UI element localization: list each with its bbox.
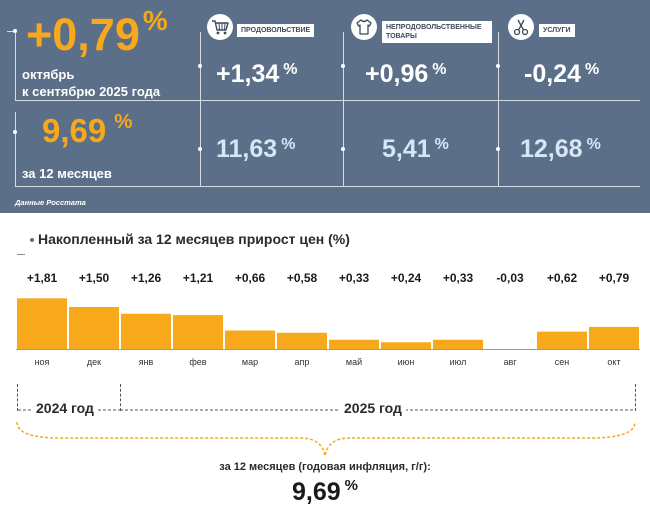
data-label-окт: +0,79 — [599, 271, 630, 285]
bar-май — [329, 339, 379, 349]
bar-июн — [381, 342, 431, 349]
data-label-ноя: +1,81 — [27, 271, 58, 285]
tick-label-дек: дек — [87, 357, 101, 367]
bar-мар — [225, 330, 275, 349]
bullet-dot — [496, 64, 500, 68]
bar-янв — [121, 313, 171, 349]
divider-line — [17, 254, 25, 255]
source-note: Данные Росстата — [15, 198, 86, 207]
bar-chart: +1,81 ноя +1,50 дек +1,26 янв +1,21 фев +0,66 мар… — [16, 271, 640, 367]
chart-title: Накопленный за 12 месяцев прирост цен (%… — [38, 231, 350, 247]
scissors-icon — [508, 14, 534, 40]
divider-line — [200, 100, 640, 101]
bracket-line — [635, 384, 636, 411]
tick-label-июл: июл — [450, 357, 467, 367]
tick-label-мар: мар — [242, 357, 258, 367]
data-label-май: +0,33 — [339, 271, 370, 285]
divider-line — [15, 100, 200, 101]
bullet-dot — [13, 29, 17, 33]
bullet-dot — [341, 64, 345, 68]
divider-line — [15, 31, 16, 100]
bar-фев — [173, 315, 223, 349]
food-annual-value: 11,63% — [216, 135, 296, 163]
clothing-icon — [351, 14, 377, 40]
nonfood-annual-value: 5,41% — [382, 135, 449, 163]
tick-label-ноя: ноя — [35, 357, 50, 367]
category-label-services: УСЛУГИ — [539, 24, 575, 37]
bar-окт — [589, 326, 639, 349]
year-label-2025: 2025 год — [340, 400, 406, 416]
bullet-dot — [341, 147, 345, 151]
shopping-cart-icon — [207, 14, 233, 40]
monthly-inflation-value: +0,79% — [26, 5, 168, 60]
divider-line — [200, 32, 201, 186]
tick-label-май: май — [346, 357, 362, 367]
divider-line — [7, 31, 16, 32]
bar-июл — [433, 339, 483, 349]
tick-label-сен: сен — [555, 357, 570, 367]
bullet-dot — [198, 64, 202, 68]
data-label-дек: +1,50 — [79, 271, 110, 285]
annual-inflation-footer-label: за 12 месяцев (годовая инфляция, г/г): — [219, 461, 431, 473]
bullet-dot — [30, 238, 34, 242]
data-label-апр: +0,58 — [287, 271, 318, 285]
annual-inflation-value: 9,69% — [42, 110, 133, 149]
bullet-dot — [13, 130, 17, 134]
divider-line — [200, 186, 640, 187]
divider-line — [343, 32, 344, 186]
tick-label-янв: янв — [139, 357, 154, 367]
data-label-июн: +0,24 — [391, 271, 422, 285]
tick-label-июн: июн — [398, 357, 415, 367]
category-label-food: ПРОДОВОЛЬСТВИЕ — [237, 24, 315, 37]
bar-апр — [277, 332, 327, 349]
services-monthly-value: -0,24% — [524, 60, 600, 88]
bracket-line — [120, 384, 121, 411]
services-annual-value: 12,68% — [520, 135, 601, 163]
bracket-line — [17, 384, 18, 411]
divider-line — [15, 186, 200, 187]
data-label-янв: +1,26 — [131, 271, 162, 285]
divider-line — [498, 32, 499, 186]
food-monthly-value: +1,34% — [216, 60, 298, 88]
bullet-dot — [496, 147, 500, 151]
tick-label-окт: окт — [607, 357, 620, 367]
tick-label-авг: авг — [503, 357, 517, 367]
data-label-мар: +0,66 — [235, 271, 266, 285]
year-label-2024: 2024 год — [32, 400, 98, 416]
data-label-авг: -0,03 — [496, 271, 524, 285]
tick-label-фев: фев — [189, 357, 206, 367]
data-label-сен: +0,62 — [547, 271, 578, 285]
summary-panel: +0,79% октябрь к сентябрю 2025 года 9,69… — [0, 0, 650, 213]
nonfood-monthly-value: +0,96% — [365, 60, 447, 88]
bar-сен — [537, 331, 587, 349]
bullet-dot — [198, 147, 202, 151]
annual-inflation-footer-value: 9,69% — [291, 477, 358, 506]
data-label-фев: +1,21 — [183, 271, 214, 285]
category-label-nonfood: НЕПРОДОВОЛЬСТВЕННЫЕ ТОВАРЫ — [382, 21, 492, 43]
monthly-inflation-label: октябрь к сентябрю 2025 года — [22, 67, 161, 99]
annual-inflation-label: за 12 месяцев — [22, 166, 112, 181]
tick-label-апр: апр — [295, 357, 310, 367]
bar-дек — [69, 307, 119, 349]
bar-ноя — [17, 298, 67, 349]
divider-line — [15, 112, 16, 186]
data-label-июл: +0,33 — [443, 271, 474, 285]
